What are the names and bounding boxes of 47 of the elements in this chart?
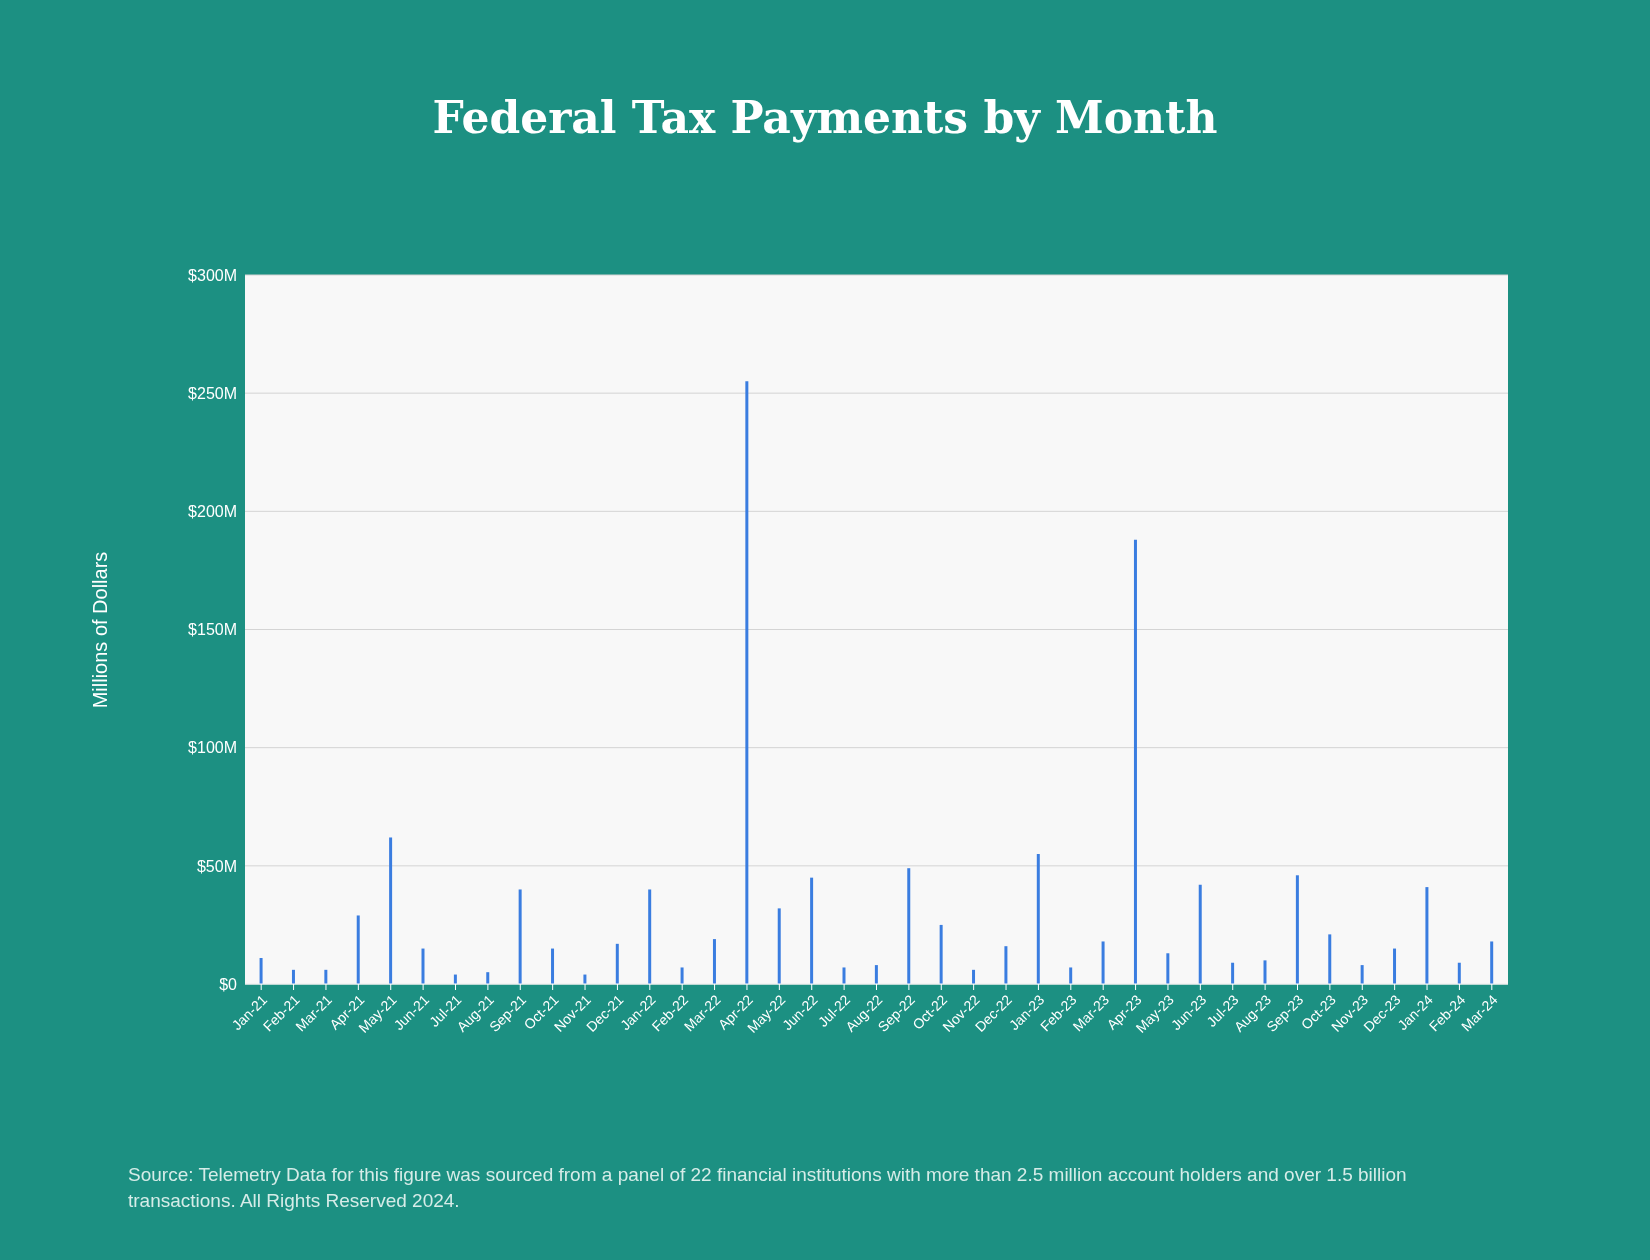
bar: [745, 381, 749, 984]
bar: [1263, 960, 1267, 984]
y-tick-label: $0: [219, 975, 238, 993]
bar: [777, 908, 781, 984]
bar: [1004, 946, 1008, 984]
bar: [1036, 854, 1040, 984]
bar: [939, 924, 943, 984]
y-tick-label: $150M: [188, 621, 237, 639]
bar: [615, 943, 619, 984]
y-tick-label: $250M: [188, 384, 237, 402]
bar: [972, 969, 976, 984]
bar: [1490, 941, 1494, 984]
bar: [1295, 875, 1299, 984]
bar: [486, 972, 490, 984]
bar: [1101, 941, 1105, 984]
bar: [648, 889, 652, 984]
chart-title: Federal Tax Payments by Month: [431, 92, 1219, 143]
bar: [291, 969, 295, 984]
bar: [1166, 953, 1170, 984]
bar: [680, 967, 684, 984]
bar: [518, 889, 522, 984]
bar: [1069, 967, 1073, 984]
y-tick-label: $100M: [188, 739, 237, 757]
bar: [1425, 887, 1429, 984]
bar: [421, 948, 425, 984]
bar: [1198, 884, 1202, 984]
bar: [1231, 962, 1235, 984]
bar: [551, 948, 555, 984]
bar: [1133, 539, 1137, 984]
bar: [1393, 948, 1397, 984]
bar: [810, 877, 814, 984]
bar: [712, 939, 716, 984]
bar: [259, 958, 263, 984]
bar: [324, 969, 328, 984]
bar: [1360, 965, 1364, 984]
y-tick-label: $200M: [188, 503, 237, 521]
bar: [389, 837, 393, 984]
y-tick-label: $50M: [196, 857, 237, 875]
bar: [874, 965, 878, 984]
bar: [356, 915, 360, 984]
y-axis-title: Millions of Dollars: [88, 551, 112, 709]
source-note: Source: Telemetry Data for this figure was sourced from a panel of 22 financial institutions with more than 2.5 million account holders and over 1.5 billion transactions. All Rights Reserved 2024.: [128, 1163, 1408, 1213]
bar: [1457, 962, 1461, 984]
bar: [1328, 934, 1332, 984]
y-tick-label: $300M: [188, 266, 237, 284]
bar: [907, 868, 911, 984]
bar: [842, 967, 846, 984]
